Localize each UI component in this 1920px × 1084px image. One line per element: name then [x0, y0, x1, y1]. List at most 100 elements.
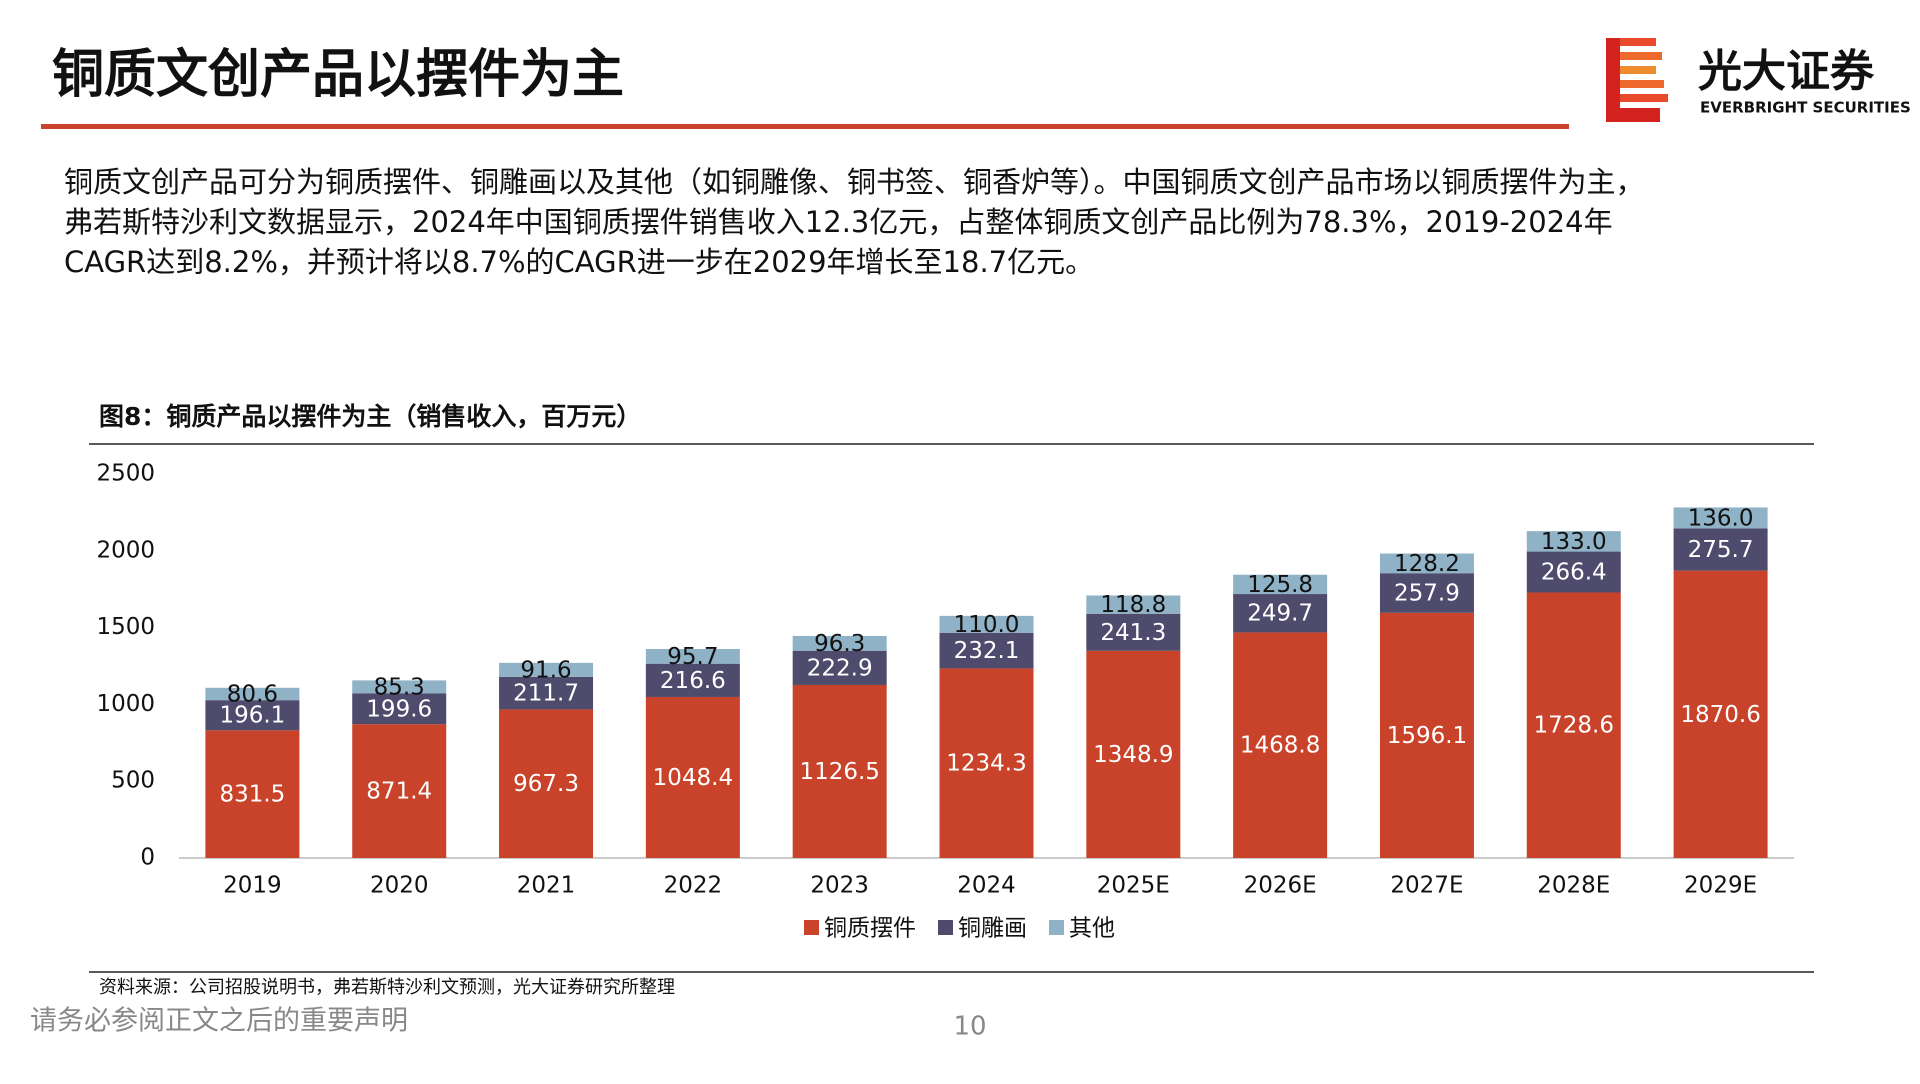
- data-label: 80.6: [227, 681, 278, 707]
- data-label: 1468.8: [1240, 733, 1320, 759]
- legend-swatch: [804, 920, 819, 935]
- data-label: 118.8: [1100, 592, 1166, 618]
- y-tick-label: 1500: [96, 614, 155, 640]
- bar-segment: [352, 680, 447, 694]
- y-tick-label: 500: [111, 768, 155, 794]
- bar-segment: [792, 650, 887, 685]
- bar-segment: [1379, 573, 1474, 613]
- x-tick-label: 2021: [517, 873, 576, 899]
- data-label: 1234.3: [946, 751, 1026, 777]
- bar-segment: [939, 632, 1034, 669]
- bar-segment: [499, 676, 594, 710]
- bar-segment: [1526, 592, 1621, 858]
- data-label: 133.0: [1541, 529, 1607, 555]
- x-tick-label: 2029E: [1684, 873, 1757, 899]
- data-label: 831.5: [219, 782, 285, 808]
- bar-segment: [645, 648, 740, 664]
- title-rule: [41, 124, 1569, 129]
- data-label: 96.3: [814, 631, 865, 657]
- bar-segment: [1673, 507, 1768, 529]
- bar-segment: [205, 700, 300, 731]
- data-label: 136.0: [1688, 505, 1754, 531]
- source: 资料来源：公司招股说明书，弗若斯特沙利文预测，光大证券研究所整理: [99, 977, 675, 998]
- bar-segment: [1233, 632, 1328, 858]
- data-label: 110.0: [954, 612, 1020, 638]
- data-label: 196.1: [219, 703, 285, 729]
- bar-segment: [792, 635, 887, 651]
- bar-segment: [1526, 551, 1621, 593]
- legend-label: 其他: [1069, 916, 1115, 942]
- bar-segment: [1086, 595, 1181, 614]
- x-tick-label: 2020: [370, 873, 429, 899]
- data-label: 211.7: [513, 681, 579, 707]
- y-tick-label: 2000: [96, 537, 155, 563]
- paragraph-line: 弗若斯特沙利文数据显示，2024年中国铜质摆件销售收入12.3亿元，占整体铜质文…: [64, 205, 1613, 239]
- legend-swatch: [1049, 920, 1064, 935]
- bar-segment: [645, 696, 740, 858]
- bar-segment: [939, 615, 1034, 633]
- chart-title: 图8：铜质产品以摆件为主（销售收入，百万元）: [99, 402, 641, 431]
- data-label: 85.3: [374, 674, 425, 700]
- bar-segment: [1233, 594, 1328, 633]
- data-label: 1870.6: [1680, 702, 1760, 728]
- y-tick-label: 2500: [96, 461, 155, 487]
- data-label: 249.7: [1247, 601, 1313, 627]
- disclaimer: 请务必参阅正文之后的重要声明: [30, 1006, 408, 1037]
- bar-segment: [205, 730, 300, 858]
- data-label: 1126.5: [799, 759, 879, 785]
- data-label: 257.9: [1394, 581, 1460, 607]
- bar-segment: [1086, 613, 1181, 651]
- bar-segment: [1379, 612, 1474, 858]
- x-tick-label: 2028E: [1537, 873, 1610, 899]
- bar-segment: [645, 663, 740, 697]
- logo-name: 光大证券: [1698, 46, 1875, 97]
- bar-segment: [352, 693, 447, 725]
- bar-segment: [1379, 553, 1474, 574]
- x-tick-label: 2022: [664, 873, 723, 899]
- data-label: 1348.9: [1093, 742, 1173, 768]
- data-label: 275.7: [1688, 537, 1754, 563]
- data-label: 95.7: [667, 644, 718, 670]
- bar-segment: [1233, 574, 1328, 595]
- legend-label: 铜雕画: [958, 916, 1027, 942]
- bar-segment: [1673, 528, 1768, 571]
- data-label: 199.6: [366, 696, 432, 722]
- logo-english: EVERBRIGHT SECURITIES: [1700, 99, 1911, 117]
- x-tick-label: 2027E: [1390, 873, 1463, 899]
- x-tick-label: 2019: [223, 873, 282, 899]
- paragraph-line: CAGR达到8.2%，并预计将以8.7%的CAGR进一步在2029年增长至18.…: [64, 245, 1094, 279]
- bar-segment: [792, 684, 887, 858]
- data-label: 871.4: [366, 779, 432, 805]
- data-label: 1048.4: [653, 765, 733, 791]
- page-number: 10: [953, 1012, 986, 1042]
- paragraph-line: 铜质文创产品可分为铜质摆件、铜雕画以及其他（如铜雕像、铜书签、铜香炉等）。中国铜…: [64, 165, 1645, 199]
- bar-segment: [1086, 650, 1181, 858]
- bar-segment: [205, 687, 300, 701]
- logo-icon: [1606, 38, 1668, 122]
- data-label: 967.3: [513, 771, 579, 797]
- bar-segment: [1673, 570, 1768, 858]
- data-label: 232.1: [954, 638, 1020, 664]
- bar-segment: [1526, 531, 1621, 552]
- data-label: 128.2: [1394, 551, 1460, 577]
- bar-segment: [499, 709, 594, 858]
- y-tick-label: 0: [140, 845, 155, 871]
- data-label: 125.8: [1247, 572, 1313, 598]
- data-label: 1596.1: [1387, 723, 1467, 749]
- data-label: 241.3: [1100, 620, 1166, 646]
- data-label: 222.9: [807, 655, 873, 681]
- x-tick-label: 2025E: [1097, 873, 1170, 899]
- bar-segment: [352, 724, 447, 858]
- x-tick-label: 2024: [957, 873, 1016, 899]
- bar-segment: [939, 668, 1034, 858]
- bar-segment: [499, 662, 594, 677]
- data-label: 266.4: [1541, 560, 1607, 586]
- x-tick-label: 2023: [810, 873, 869, 899]
- slide-title: 铜质文创产品以摆件为主: [52, 45, 624, 105]
- y-tick-label: 1000: [96, 691, 155, 717]
- x-tick-label: 2026E: [1244, 873, 1317, 899]
- legend-label: 铜质摆件: [824, 916, 916, 942]
- data-label: 1728.6: [1534, 713, 1614, 739]
